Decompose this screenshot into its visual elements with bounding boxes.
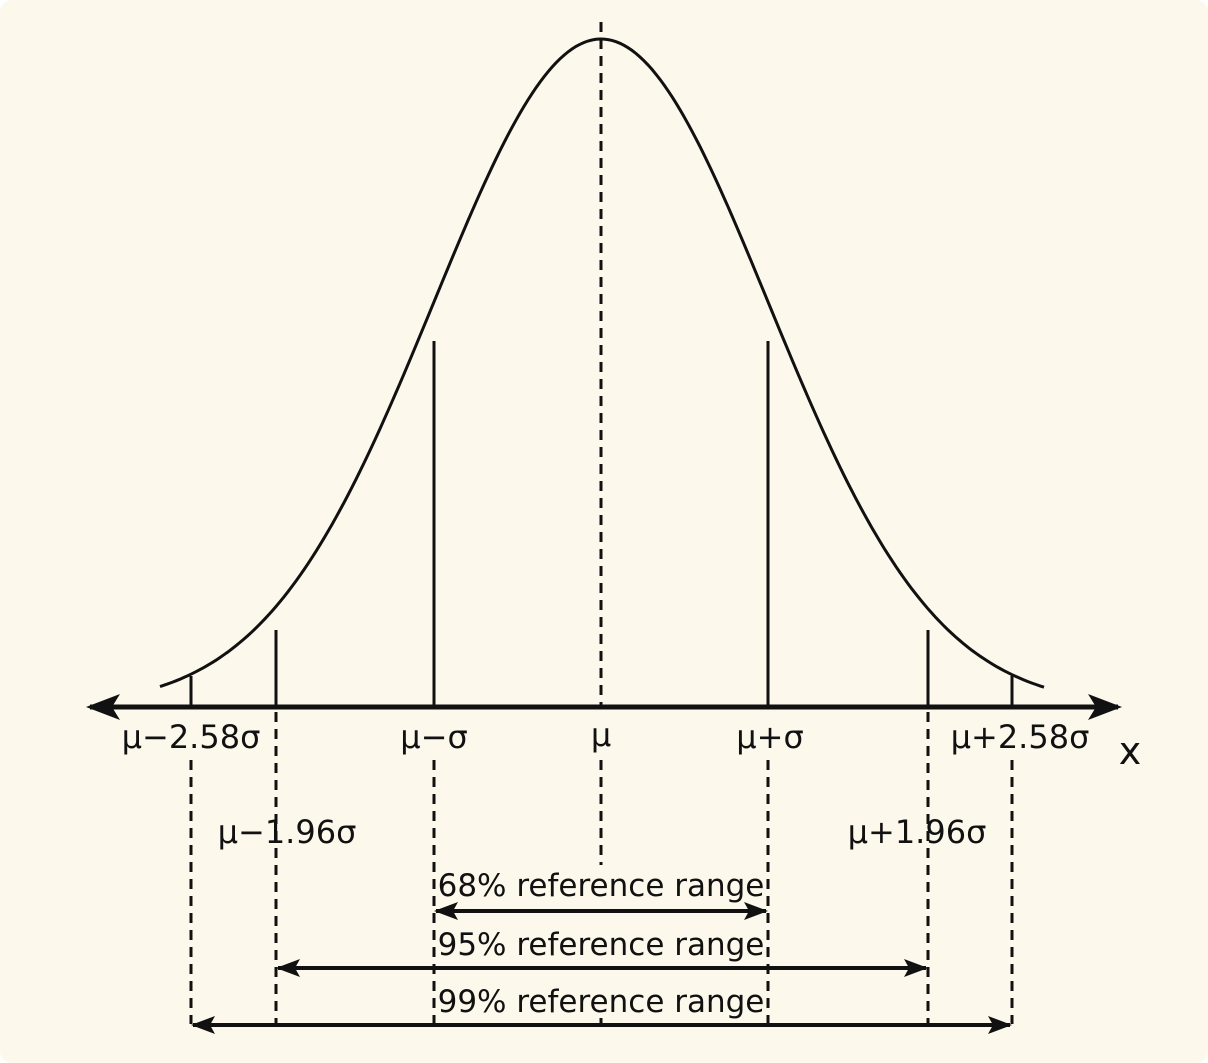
label-mu: μ bbox=[591, 716, 611, 754]
axis-variable-label: x bbox=[1119, 729, 1142, 773]
label-mu-plus-sigma: μ+σ bbox=[736, 718, 803, 756]
range-label-99: 99% reference range bbox=[438, 984, 765, 1020]
label-mu-plus-258: μ+2.58σ bbox=[951, 718, 1090, 756]
label-mu-plus-196: μ+1.96σ bbox=[848, 813, 987, 851]
label-mu-minus-sigma: μ−σ bbox=[400, 718, 467, 756]
label-mu-minus-196: μ−1.96σ bbox=[218, 813, 357, 851]
range-label-95: 95% reference range bbox=[438, 927, 765, 963]
range-label-68: 68% reference range bbox=[438, 868, 765, 904]
label-mu-minus-258: μ−2.58σ bbox=[122, 718, 261, 756]
